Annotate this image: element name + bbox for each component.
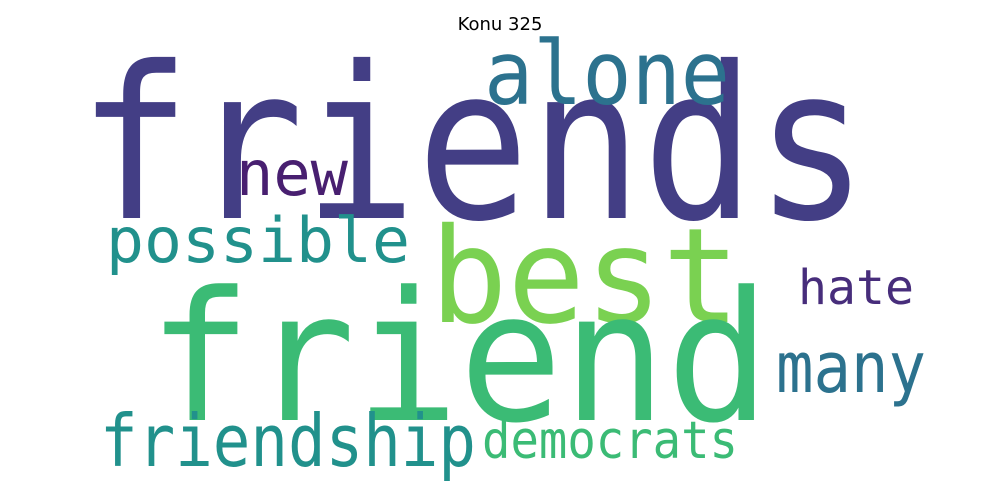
- word-possible: possible: [106, 204, 410, 277]
- word-many: many: [776, 327, 926, 409]
- page-title: Konu 325: [458, 14, 543, 35]
- word-democrats: democrats: [482, 411, 738, 471]
- word-alone: alone: [484, 22, 730, 125]
- word-best: best: [430, 200, 740, 354]
- word-friend: friend: [148, 254, 770, 463]
- word-friends: friends: [78, 21, 868, 268]
- word-hate: hate: [798, 260, 914, 316]
- word-friendship: friendship: [100, 399, 476, 483]
- word-new: new: [236, 137, 349, 210]
